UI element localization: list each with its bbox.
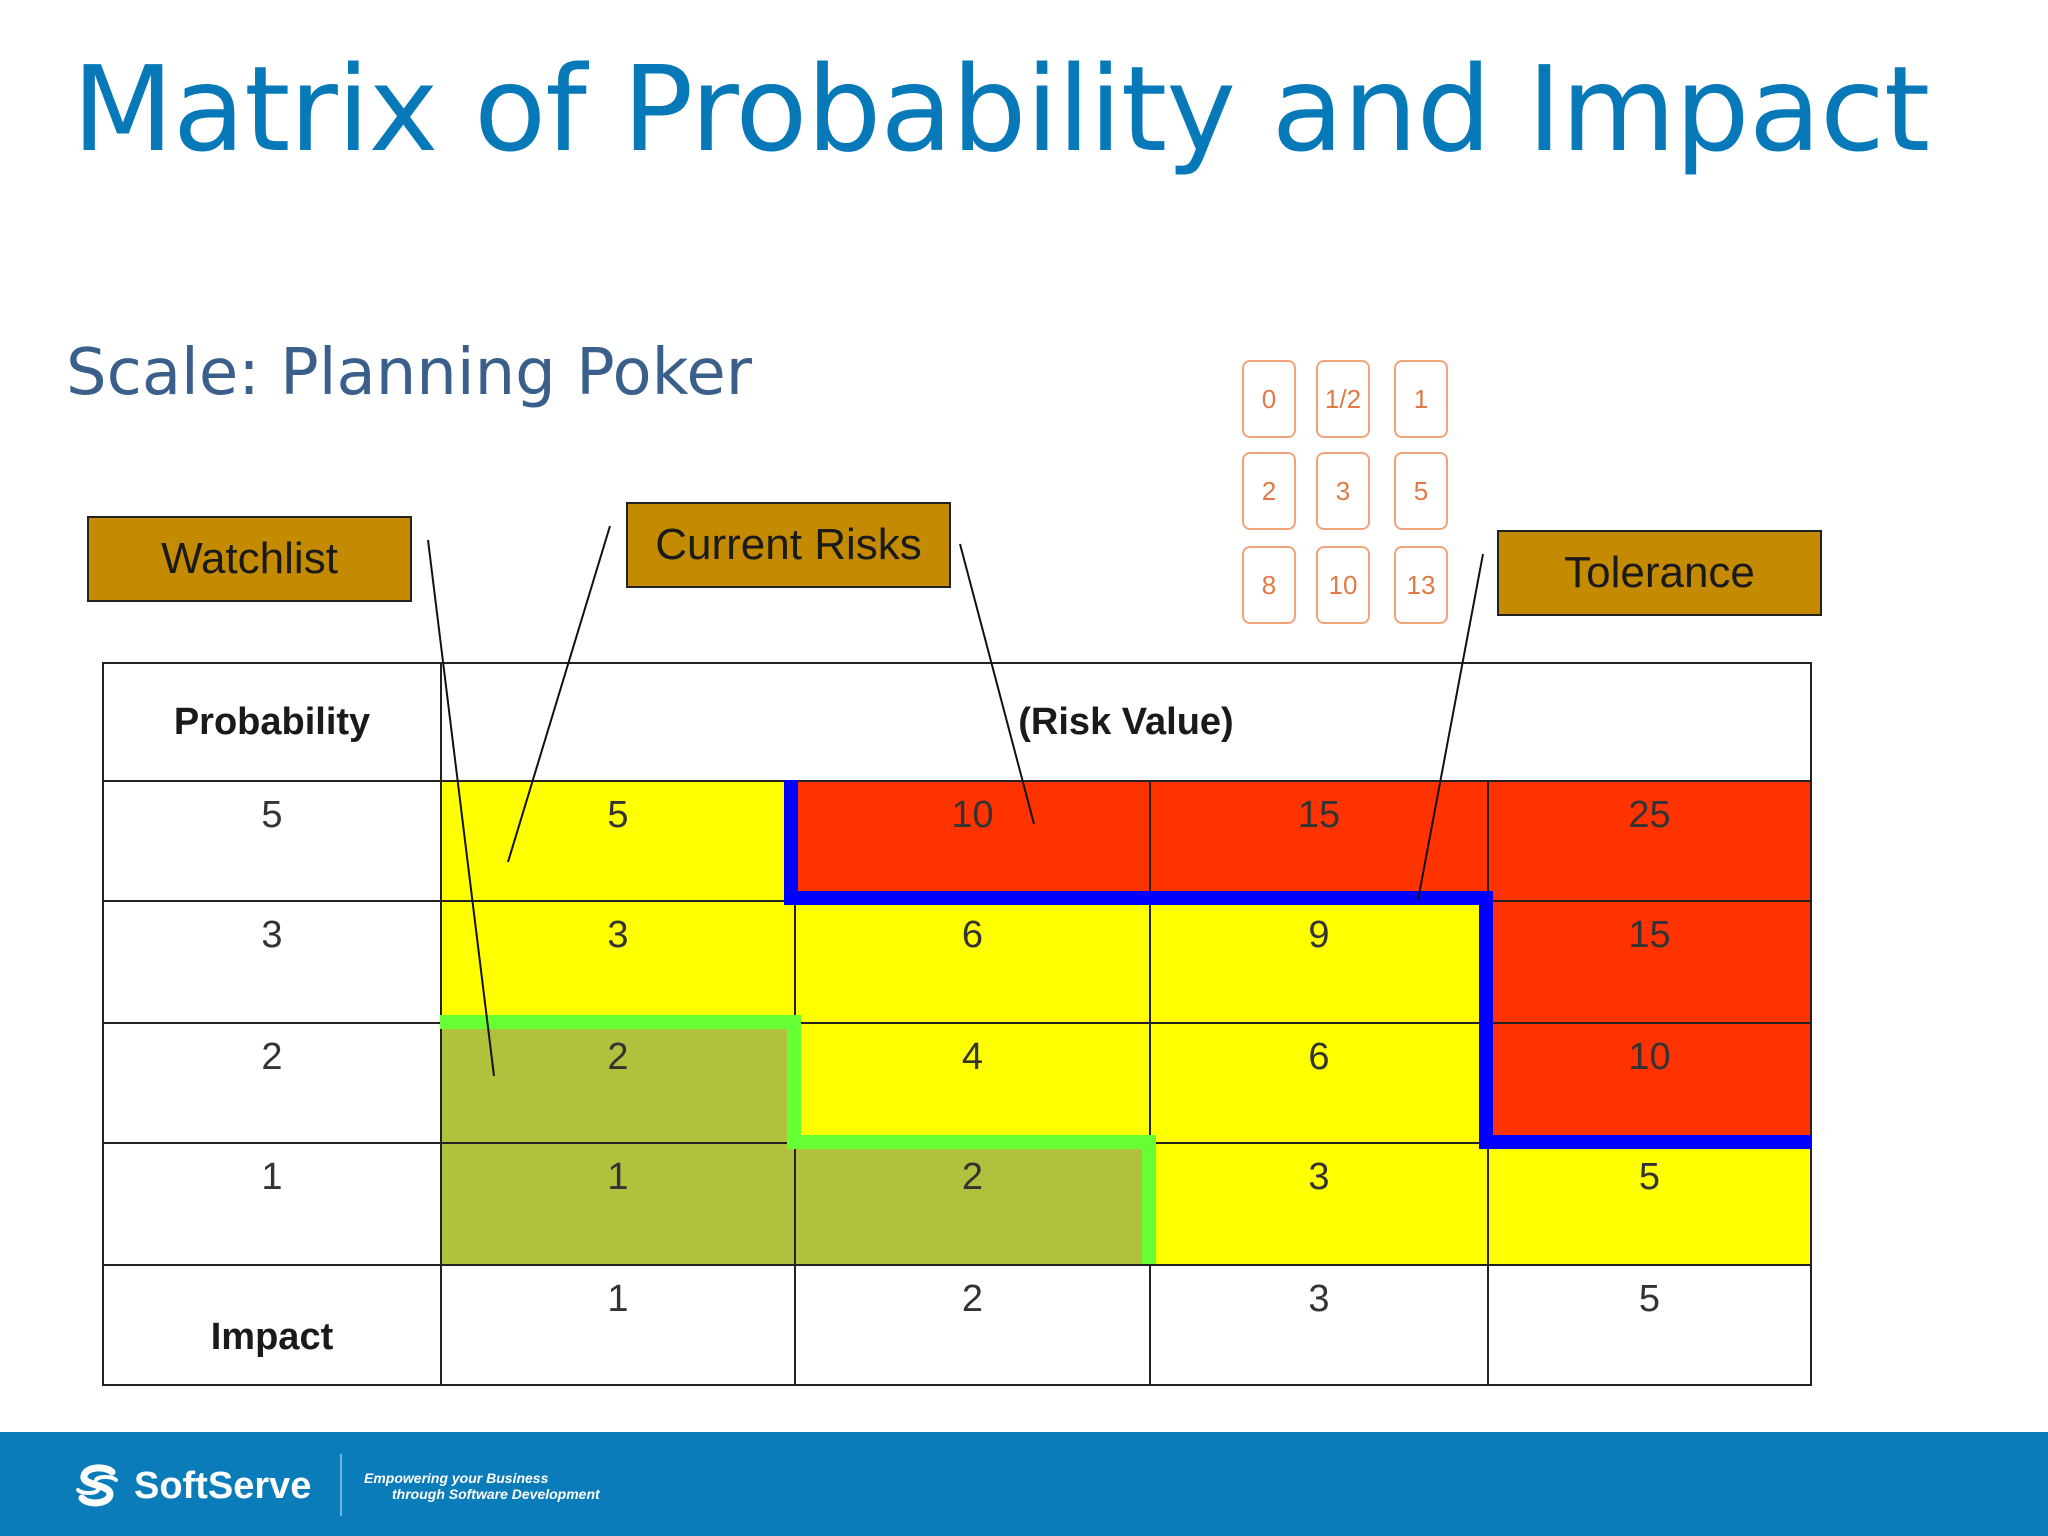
- poker-card: 1: [1394, 360, 1448, 438]
- current-risks-callout: Current Risks: [626, 502, 951, 588]
- risk-value-header: (Risk Value): [440, 662, 1812, 782]
- risk-cell: 15: [1487, 900, 1812, 1024]
- probability-header: Probability: [102, 662, 442, 782]
- footer-bar: SoftServe Empowering your Business throu…: [0, 1432, 2048, 1536]
- poker-card: 13: [1394, 546, 1448, 624]
- tolerance-callout: Tolerance: [1497, 530, 1822, 616]
- impact-value: 2: [794, 1264, 1151, 1386]
- poker-card: 5: [1394, 452, 1448, 530]
- page-title: Matrix of Probability and Impact: [72, 40, 1930, 178]
- risk-cell: 10: [794, 780, 1151, 902]
- watchlist-callout: Watchlist: [87, 516, 412, 602]
- poker-card: 3: [1316, 452, 1370, 530]
- risk-cell: 3: [1149, 1142, 1489, 1266]
- risk-cell: 3: [440, 900, 796, 1024]
- softserve-logo-icon: [76, 1464, 118, 1507]
- footer-divider: [340, 1454, 342, 1516]
- watchlist-boundary-line: [440, 1015, 1156, 1264]
- risk-cell: 10: [1487, 1022, 1812, 1144]
- impact-header: Impact: [102, 1264, 442, 1386]
- risk-cell: 2: [440, 1022, 796, 1144]
- probability-label: 2: [102, 1022, 442, 1144]
- risk-cell: 6: [794, 900, 1151, 1024]
- impact-header-label: Impact: [210, 1316, 334, 1358]
- risk-cell: 1: [440, 1142, 796, 1266]
- tolerance-leader-line: [1417, 553, 1484, 901]
- current-risks-leader-line: [507, 525, 611, 863]
- impact-value: 3: [1149, 1264, 1489, 1386]
- tagline-line-2: through Software Development: [392, 1486, 600, 1502]
- risk-cell: 5: [440, 780, 796, 902]
- impact-value: 5: [1487, 1264, 1812, 1386]
- poker-card: 1/2: [1316, 360, 1370, 438]
- softserve-logo: SoftServe: [70, 1456, 311, 1516]
- tolerance-boundary-line: [784, 780, 1812, 1149]
- impact-value: 1: [440, 1264, 796, 1386]
- poker-card: 0: [1242, 360, 1296, 438]
- brand-name: SoftServe: [134, 1464, 312, 1507]
- tagline-line-1: Empowering your Business: [364, 1470, 549, 1486]
- poker-card: 8: [1242, 546, 1296, 624]
- page-subtitle: Scale: Planning Poker: [66, 336, 753, 410]
- probability-label: 1: [102, 1142, 442, 1266]
- watchlist-leader-line: [427, 539, 495, 1077]
- poker-card: 10: [1316, 546, 1370, 624]
- risk-cell: 25: [1487, 780, 1812, 902]
- poker-card: 2: [1242, 452, 1296, 530]
- footer-tagline: Empowering your Business through Softwar…: [364, 1470, 600, 1502]
- current-risks-leader-line: [959, 543, 1035, 825]
